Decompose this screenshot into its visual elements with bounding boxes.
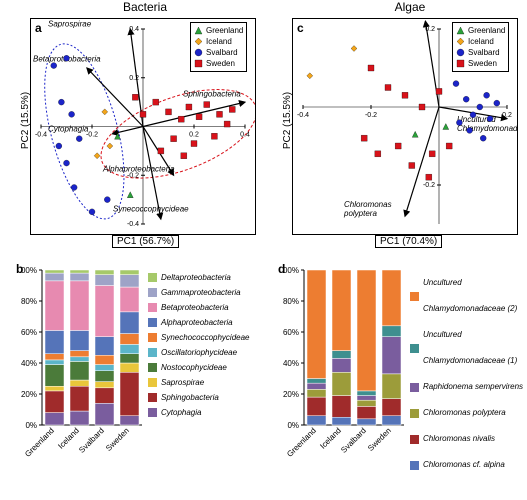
- svg-text:20%: 20%: [283, 390, 299, 399]
- svg-text:Greenland: Greenland: [285, 426, 318, 459]
- svg-text:0.2: 0.2: [129, 75, 139, 82]
- svg-text:-0.4: -0.4: [127, 221, 139, 228]
- panel-a-ylabel: PC2 (15.5%): [20, 92, 31, 149]
- svg-text:-0.4: -0.4: [297, 112, 309, 119]
- svg-text:0.2: 0.2: [189, 132, 199, 139]
- svg-text:Sphingobacteria: Sphingobacteria: [183, 90, 241, 99]
- svg-text:-0.4: -0.4: [35, 132, 47, 139]
- panel-d: d 0%20%40%60%80%100%GreenlandIcelandSval…: [292, 270, 402, 430]
- svg-text:60%: 60%: [283, 328, 299, 337]
- svg-text:40%: 40%: [21, 359, 37, 368]
- svg-text:Greenland: Greenland: [23, 426, 56, 459]
- panel-a-xlabel: PC1 (56.7%): [112, 235, 179, 248]
- svg-text:-0.2: -0.2: [423, 182, 435, 189]
- svg-text:Svalbard: Svalbard: [77, 426, 106, 455]
- svg-text:40%: 40%: [283, 359, 299, 368]
- svg-text:80%: 80%: [21, 297, 37, 306]
- legend-locations-c: GreenlandIcelandSvalbardSweden: [452, 22, 509, 72]
- svg-text:100%: 100%: [282, 266, 299, 275]
- svg-text:-0.2: -0.2: [365, 112, 377, 119]
- svg-text:Cytophagia: Cytophagia: [48, 125, 89, 134]
- panel-b: b 0%20%40%60%80%100%GreenlandIcelandSval…: [30, 270, 140, 430]
- panel-c-xlabel: PC1 (70.4%): [375, 235, 442, 248]
- svg-text:polyptera: polyptera: [343, 209, 377, 218]
- svg-text:Iceland: Iceland: [56, 426, 81, 451]
- svg-text:Sweden: Sweden: [366, 426, 393, 453]
- svg-text:Synecoccophycideae: Synecoccophycideae: [113, 205, 189, 214]
- svg-text:0%: 0%: [25, 421, 37, 430]
- legend-taxa-b: DeltaproteobacteriaGammaproteobacteriaBe…: [148, 270, 250, 420]
- legend-locations-a: GreenlandIcelandSvalbardSweden: [190, 22, 247, 72]
- svg-text:Sweden: Sweden: [104, 426, 131, 453]
- svg-text:100%: 100%: [20, 266, 37, 275]
- panel-c-ylabel: PC2 (15.5%): [282, 92, 293, 149]
- svg-text:Svalbard: Svalbard: [339, 426, 368, 455]
- svg-text:60%: 60%: [21, 328, 37, 337]
- svg-text:Alphaproteobacteria: Alphaproteobacteria: [102, 165, 175, 174]
- legend-taxa-d: Uncultured Chlamydomonadaceae (2)Uncultu…: [410, 270, 527, 478]
- header-bacteria: Bacteria: [85, 0, 205, 14]
- svg-text:Saprospirae: Saprospirae: [48, 20, 92, 29]
- svg-text:Iceland: Iceland: [318, 426, 343, 451]
- svg-text:80%: 80%: [283, 297, 299, 306]
- header-algae: Algae: [350, 0, 470, 14]
- svg-text:Chlamydomonadaceae (2): Chlamydomonadaceae (2): [457, 124, 517, 133]
- svg-text:Chloromonas: Chloromonas: [344, 200, 392, 209]
- svg-text:20%: 20%: [21, 390, 37, 399]
- svg-text:0%: 0%: [287, 421, 299, 430]
